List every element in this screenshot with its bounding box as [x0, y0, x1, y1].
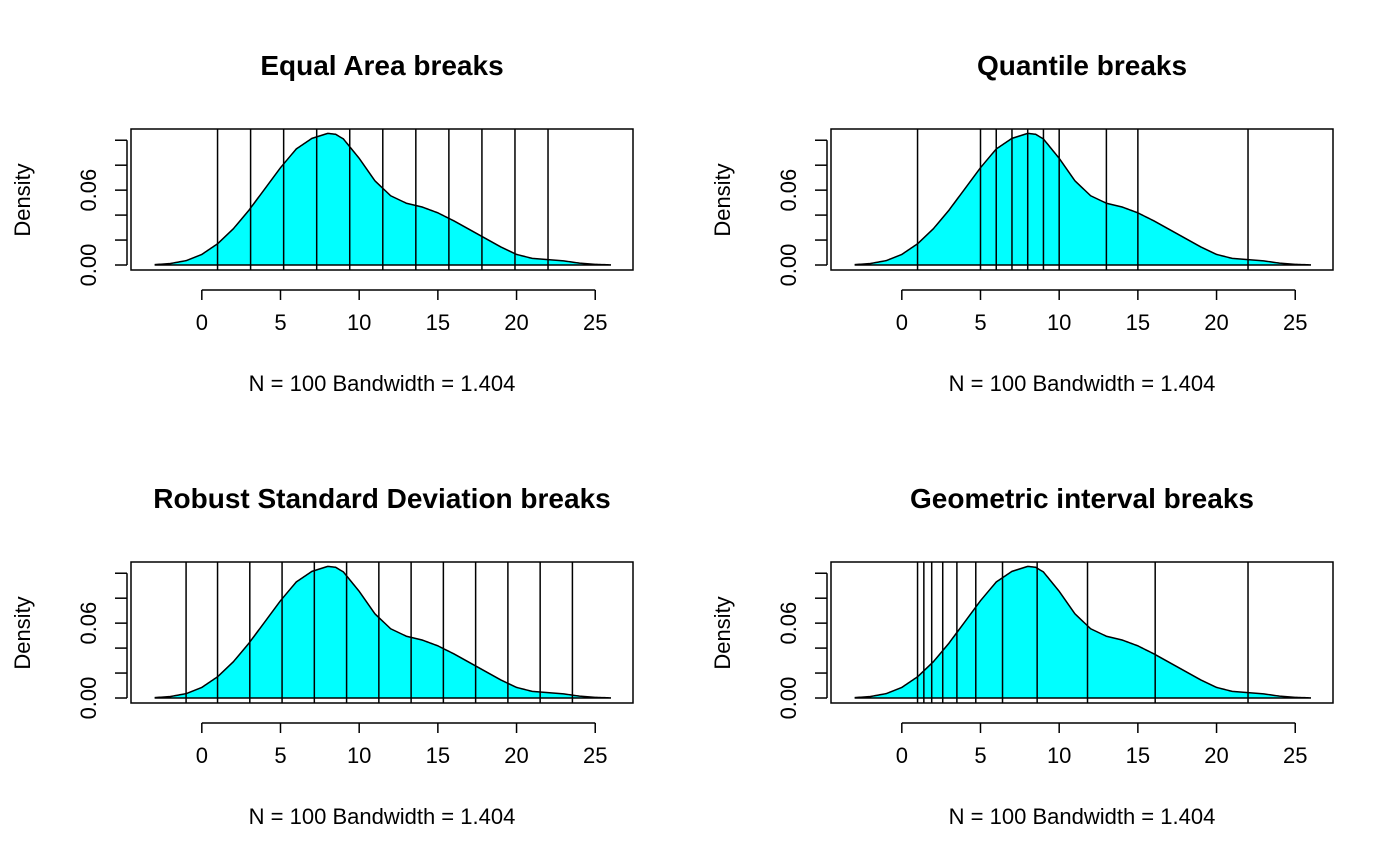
plot-box: [130, 561, 634, 704]
x-tick-label: 0: [196, 743, 208, 768]
x-tick-label: 0: [896, 310, 908, 335]
x-tick-label: 20: [1204, 310, 1228, 335]
x-tick-label: 15: [426, 743, 450, 768]
panel-title: Robust Standard Deviation breaks: [153, 483, 610, 514]
panel-title: Quantile breaks: [977, 50, 1187, 81]
x-tick-label: 10: [1047, 310, 1071, 335]
x-tick-label: 15: [1126, 310, 1150, 335]
y-axis-label: Density: [710, 163, 735, 236]
y-axis-label: Density: [10, 596, 35, 669]
y-tick-label: 0.06: [76, 169, 101, 212]
y-tick-label: 0.06: [776, 169, 801, 212]
y-axis: 0.00 0.06: [76, 139, 128, 287]
density-area: [854, 566, 1311, 699]
x-tick-label: 25: [1283, 310, 1307, 335]
x-tick-label: 5: [274, 743, 286, 768]
x-tick-label: 0: [896, 743, 908, 768]
y-axis-label: Density: [10, 163, 35, 236]
plot-box: [830, 561, 1334, 704]
x-axis-label: N = 100 Bandwidth = 1.404: [249, 371, 516, 396]
panel-quantile: Quantile breaks 0 5 10 15 20 25 0.00 0.06 N = …: [710, 50, 1334, 396]
x-tick-label: 20: [504, 310, 528, 335]
x-tick-label: 5: [974, 743, 986, 768]
x-tick-label: 25: [583, 743, 607, 768]
x-tick-label: 20: [1204, 743, 1228, 768]
panel-title: Equal Area breaks: [260, 50, 503, 81]
y-axis: 0.00 0.06: [776, 139, 828, 287]
x-axis-label: N = 100 Bandwidth = 1.404: [949, 804, 1216, 829]
y-axis: 0.00 0.06: [76, 572, 128, 720]
x-tick-label: 10: [347, 310, 371, 335]
y-tick-label: 0.00: [776, 677, 801, 720]
x-tick-label: 10: [1047, 743, 1071, 768]
panel-equal-area: Equal Area breaks 0 5 10 15 20 25 0.00 0.06 N …: [10, 50, 634, 396]
break-lines: [185, 562, 574, 703]
x-tick-label: 5: [274, 310, 286, 335]
density-curve: [154, 565, 611, 699]
break-lines: [916, 562, 1249, 703]
density-area: [154, 566, 611, 699]
density-area: [854, 133, 1311, 266]
plot-box: [130, 128, 634, 271]
panel-title: Geometric interval breaks: [910, 483, 1254, 514]
x-tick-label: 20: [504, 743, 528, 768]
y-axis-label: Density: [710, 596, 735, 669]
x-tick-label: 0: [196, 310, 208, 335]
density-curve: [854, 565, 1311, 699]
break-lines: [216, 129, 549, 270]
x-tick-label: 15: [1126, 743, 1150, 768]
panel-robust-sd: Robust Standard Deviation breaks 0 5 10 15 2…: [10, 483, 634, 829]
y-tick-label: 0.06: [776, 602, 801, 645]
x-tick-label: 15: [426, 310, 450, 335]
x-tick-label: 5: [974, 310, 986, 335]
y-axis: 0.00 0.06: [776, 572, 828, 720]
x-axis: 0 5 10 15 20 25: [196, 289, 607, 335]
x-tick-label: 25: [1283, 743, 1307, 768]
x-tick-label: 10: [347, 743, 371, 768]
x-axis: 0 5 10 15 20 25: [896, 722, 1307, 768]
y-tick-label: 0.00: [76, 244, 101, 287]
x-tick-label: 25: [583, 310, 607, 335]
y-tick-label: 0.06: [76, 602, 101, 645]
x-axis-label: N = 100 Bandwidth = 1.404: [949, 371, 1216, 396]
x-axis: 0 5 10 15 20 25: [196, 722, 607, 768]
plot-box: [830, 128, 1334, 271]
x-axis-label: N = 100 Bandwidth = 1.404: [249, 804, 516, 829]
y-tick-label: 0.00: [76, 677, 101, 720]
density-curve: [154, 132, 611, 266]
y-tick-label: 0.00: [776, 244, 801, 287]
density-curve: [854, 132, 1311, 266]
break-lines: [916, 129, 1249, 270]
panel-geometric-interval: Geometric interval breaks 0 5 10 15 20 25 0.0…: [710, 483, 1334, 829]
x-axis: 0 5 10 15 20 25: [896, 289, 1307, 335]
